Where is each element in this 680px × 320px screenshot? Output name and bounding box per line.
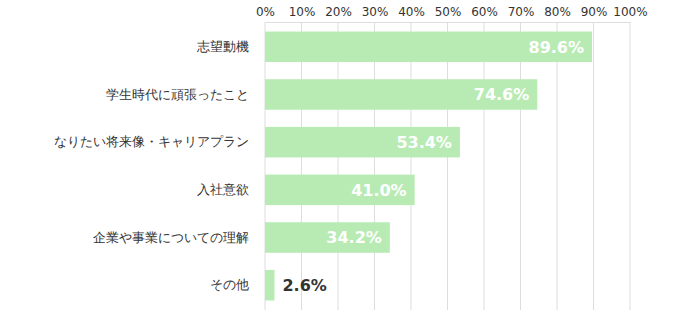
grid-line <box>374 22 375 310</box>
category-label: その他 <box>210 277 249 292</box>
x-tick-label: 30% <box>362 5 389 19</box>
data-label: 34.2% <box>326 228 382 247</box>
data-labels: 89.6% 74.6% 53.4% 41.0% 34.2% 2.6% <box>282 38 584 295</box>
bar <box>265 222 390 253</box>
y-axis: 志望動機学生時代に頑張ったことなりたい将来像・キャリアプラン入社意欲企業や事業に… <box>54 23 266 311</box>
category-label: 企業や事業についての理解 <box>93 230 249 245</box>
grid-line <box>411 22 412 310</box>
x-tick: 40% <box>398 5 425 22</box>
category-label: 入社意欲 <box>197 182 249 197</box>
x-tick: 100% <box>613 5 647 22</box>
grid <box>265 22 630 310</box>
category-label: 学生時代に頑張ったこと <box>106 87 249 102</box>
grid-line <box>557 22 558 310</box>
grid-line <box>301 22 302 310</box>
bar <box>265 127 460 158</box>
bar <box>265 270 274 301</box>
x-tick-label: 50% <box>435 5 462 19</box>
x-axis: 0% 10% 20% 30% 40% 50% 60% 70% 80% 90% 100% <box>256 5 648 23</box>
bars <box>265 32 592 301</box>
x-tick: 10% <box>289 5 316 22</box>
y-tick: 学生時代に頑張ったこと <box>106 87 265 102</box>
x-tick-label: 90% <box>581 5 608 19</box>
y-tick: なりたい将来像・キャリアプラン <box>54 134 265 149</box>
y-tick: 志望動機 <box>197 39 265 54</box>
grid-line <box>630 22 631 310</box>
data-label: 53.4% <box>396 133 452 152</box>
grid-line <box>265 22 266 310</box>
grid-line <box>338 22 339 310</box>
x-tick-label: 60% <box>471 5 498 19</box>
x-tick: 20% <box>325 5 352 22</box>
x-tick-label: 80% <box>544 5 571 19</box>
bar <box>265 175 415 206</box>
x-tick-label: 40% <box>398 5 425 19</box>
x-tick: 50% <box>435 5 462 22</box>
grid-line <box>593 22 594 310</box>
bar <box>265 79 537 110</box>
x-tick: 60% <box>471 5 498 22</box>
category-label: 志望動機 <box>197 39 249 54</box>
x-tick: 0% <box>256 5 275 22</box>
data-label: 89.6% <box>529 38 585 57</box>
grid-line <box>484 22 485 310</box>
y-tick: 企業や事業についての理解 <box>93 230 265 245</box>
x-tick: 80% <box>544 5 571 22</box>
category-label: なりたい将来像・キャリアプラン <box>54 134 249 149</box>
x-tick: 70% <box>508 5 535 22</box>
x-tick: 30% <box>362 5 389 22</box>
x-tick-label: 20% <box>325 5 352 19</box>
grid-line <box>520 22 521 310</box>
x-axis-line <box>266 22 631 23</box>
x-tick-label: 70% <box>508 5 535 19</box>
x-tick-label: 100% <box>613 5 647 19</box>
data-label: 2.6% <box>282 276 326 295</box>
bar <box>265 32 592 63</box>
data-label: 41.0% <box>351 181 407 200</box>
data-label: 74.6% <box>474 85 530 104</box>
y-tick: 入社意欲 <box>197 182 265 197</box>
y-tick: その他 <box>210 277 265 292</box>
x-tick-label: 0% <box>256 5 275 19</box>
grid-line <box>447 22 448 310</box>
chart: 0% 10% 20% 30% 40% 50% 60% 70% 80% 90% 100% 志望動機学生時… <box>0 0 680 320</box>
x-tick: 90% <box>581 5 608 22</box>
x-tick-label: 10% <box>289 5 316 19</box>
y-axis-line <box>265 23 266 311</box>
plot: 0% 10% 20% 30% 40% 50% 60% 70% 80% 90% 100% 志望動機学生時… <box>54 5 648 311</box>
